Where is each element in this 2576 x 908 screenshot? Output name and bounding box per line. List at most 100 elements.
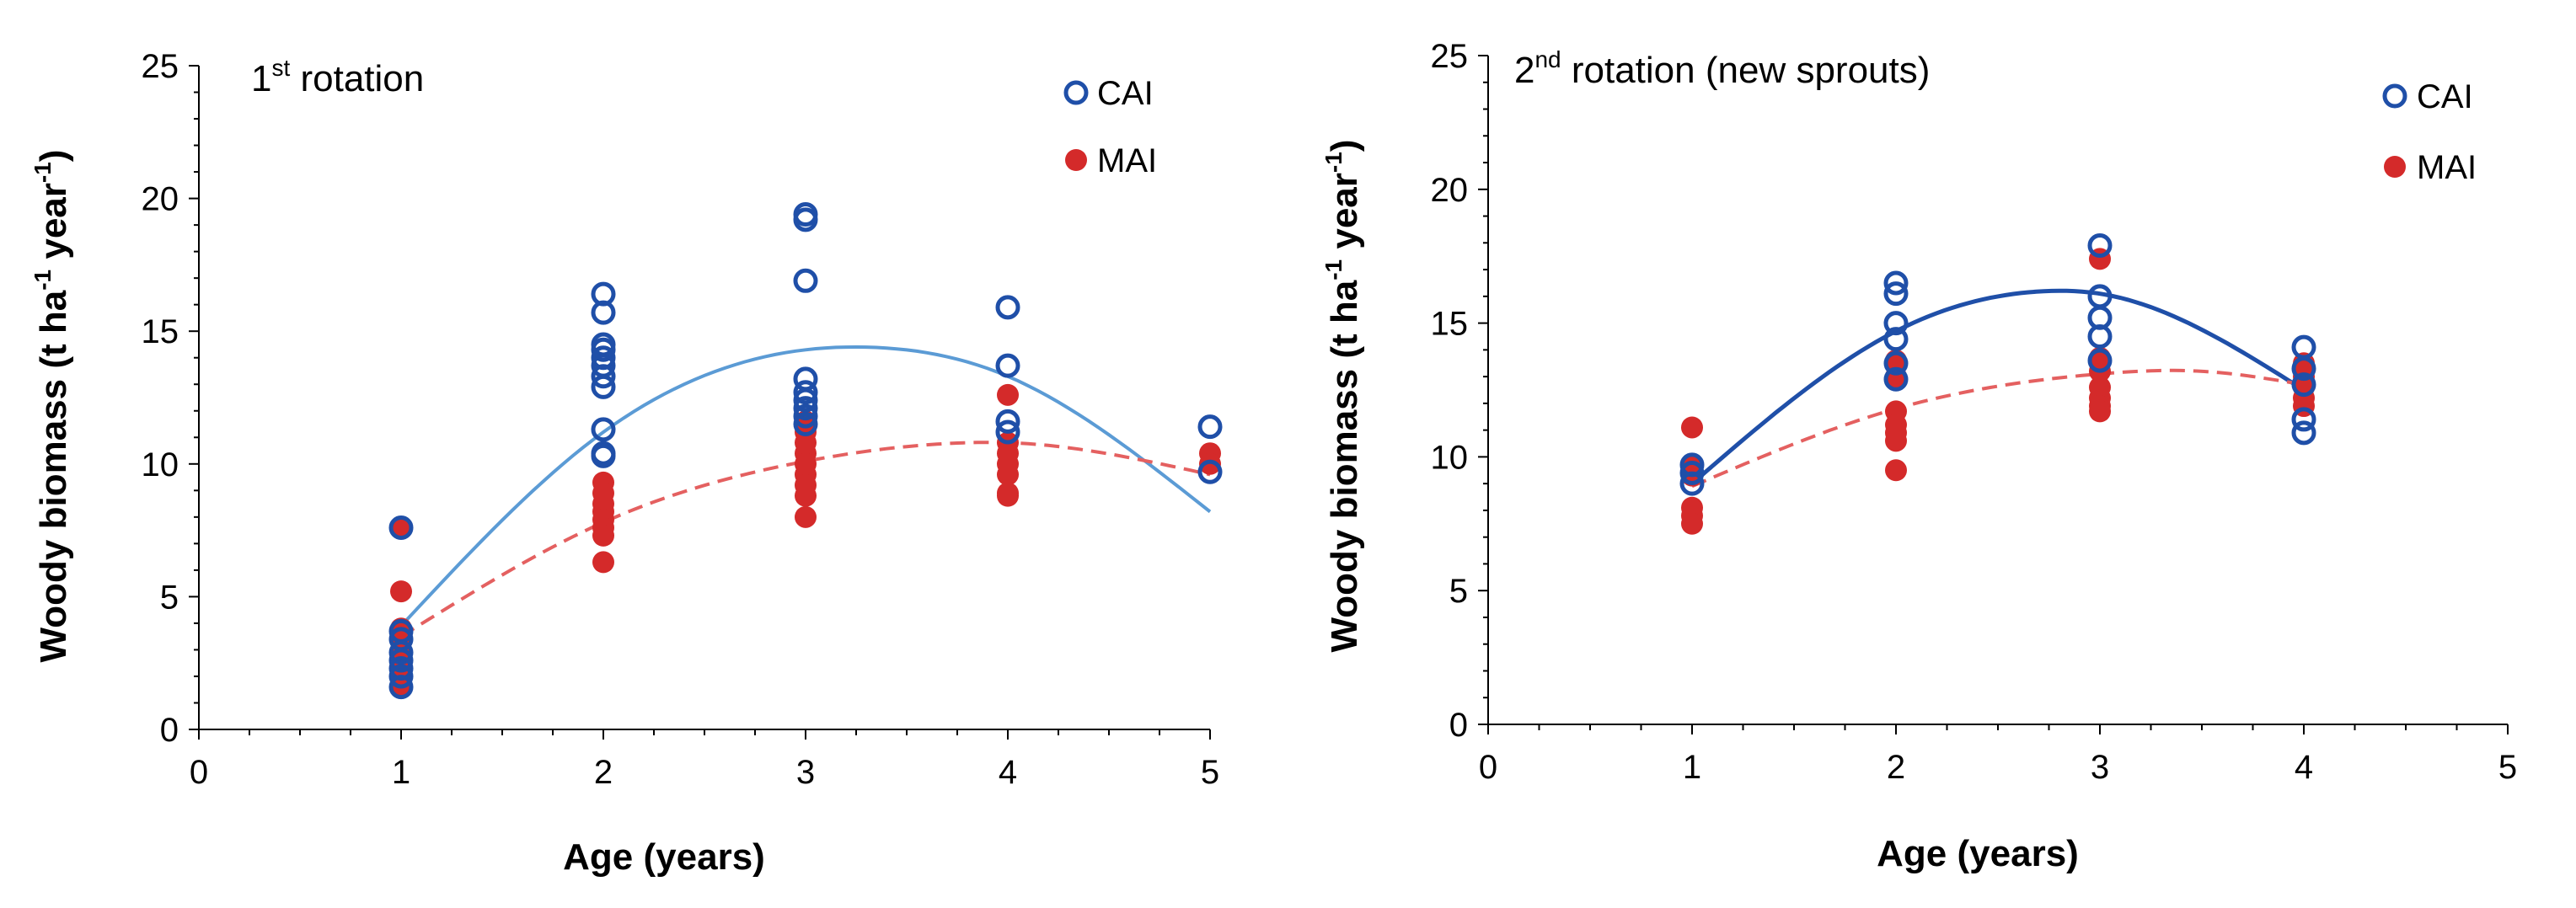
- left-y-axis-title: Woody biomass (t ha-1 year-1): [29, 150, 74, 663]
- left-cai-point: [388, 664, 414, 689]
- left-cai-point: [388, 675, 414, 700]
- left-cai-point: [591, 443, 616, 468]
- right-y-axis-title: Woody biomass (t ha-1 year-1): [1320, 140, 1365, 653]
- left-x-tick-label: 0: [190, 754, 208, 791]
- right-mai-point: [1885, 430, 1907, 452]
- left-mai-point: [592, 524, 614, 547]
- right-x-tick-label: 3: [2091, 749, 2109, 786]
- left-mai-point: [997, 383, 1019, 406]
- left-x-tick-label: 1: [392, 754, 410, 791]
- right-y-tick-label: 20: [1431, 172, 1469, 209]
- right-y-tick-label: 25: [1431, 38, 1469, 75]
- left-mai-point: [592, 551, 614, 574]
- left-axes: 0 5 10 15 20 25 0 1 2 3 4 5: [142, 48, 1220, 791]
- left-mai-fit-line: [399, 441, 1211, 638]
- right-cai-point: [2087, 232, 2113, 258]
- left-cai-point: [793, 268, 818, 293]
- left-cai-point: [793, 207, 818, 232]
- left-cai-point: [995, 409, 1020, 434]
- right-cai-point: [1883, 327, 1909, 352]
- right-cai-point: [2087, 323, 2113, 349]
- right-cai-point: [2291, 420, 2316, 446]
- right-cai-point: [2291, 372, 2316, 398]
- right-y-tick-label: 10: [1431, 439, 1469, 476]
- left-y-tick-label: 15: [142, 313, 179, 350]
- left-x-tick-label: 4: [999, 754, 1017, 791]
- left-mai-point: [997, 463, 1019, 486]
- right-legend: CAI MAI: [2382, 78, 2477, 186]
- left-chart-panel: 1st rotation Woody biomass (t ha-1 year-…: [29, 48, 1223, 878]
- right-x-tick-label: 5: [2498, 749, 2517, 786]
- right-cai-point: [1883, 350, 1909, 376]
- right-legend-mai-marker: [2384, 156, 2406, 178]
- left-cai-point: [388, 648, 414, 673]
- left-cai-point: [793, 412, 818, 437]
- left-cai-point: [793, 403, 818, 429]
- right-cai-point: [1883, 281, 1909, 307]
- right-cai-fit-line: [1690, 288, 2306, 486]
- left-legend-cai-label: CAI: [1097, 75, 1154, 112]
- right-x-axis-title: Age (years): [1877, 833, 2079, 874]
- left-y-tick-label: 5: [160, 579, 179, 616]
- right-legend-cai-label: CAI: [2417, 78, 2473, 115]
- left-legend-cai-marker: [1063, 80, 1089, 105]
- left-cai-point: [995, 419, 1020, 445]
- left-x-tick-label: 3: [796, 754, 815, 791]
- right-cai-point: [1883, 270, 1909, 296]
- right-data-points: [1679, 232, 2316, 535]
- left-mai-point: [390, 516, 412, 539]
- left-mai-point: [390, 580, 412, 603]
- left-cai-point: [793, 396, 818, 421]
- right-y-tick-label: 0: [1449, 707, 1468, 744]
- left-cai-point: [1197, 414, 1223, 440]
- left-cai-point: [388, 515, 414, 540]
- right-mai-point: [1885, 459, 1907, 482]
- right-cai-point: [2291, 407, 2316, 432]
- right-cai-point: [2291, 356, 2316, 382]
- right-legend-mai-label: MAI: [2417, 149, 2477, 186]
- left-mai-point: [1199, 452, 1221, 475]
- right-legend-cai-marker: [2382, 83, 2407, 109]
- left-cai-point: [591, 300, 616, 325]
- left-cai-point: [793, 380, 818, 405]
- left-y-tick-label: 10: [142, 446, 179, 483]
- right-x-tick-label: 2: [1887, 749, 1905, 786]
- left-data-points: [388, 202, 1223, 700]
- left-cai-point: [995, 353, 1020, 378]
- left-legend-mai-marker: [1065, 149, 1087, 171]
- left-x-axis-title: Age (years): [563, 836, 765, 878]
- left-y-tick-label: 20: [142, 181, 179, 218]
- left-x-tick-label: 2: [594, 754, 613, 791]
- left-legend: CAI MAI: [1063, 75, 1157, 179]
- left-cai-point: [591, 374, 616, 399]
- right-x-tick-label: 0: [1479, 749, 1497, 786]
- left-x-tick-label: 5: [1201, 754, 1219, 791]
- left-cai-point: [591, 417, 616, 442]
- left-mai-point: [997, 484, 1019, 507]
- right-cai-point: [1883, 366, 1909, 392]
- right-x-tick-label: 4: [2295, 749, 2313, 786]
- right-mai-point: [1681, 512, 1703, 535]
- left-cai-point: [995, 295, 1020, 320]
- left-y-tick-label: 0: [160, 712, 179, 749]
- left-fit-lines: [399, 345, 1212, 638]
- right-fit-lines: [1690, 288, 2306, 489]
- right-cai-point: [1679, 460, 1705, 485]
- left-y-tick-label: 25: [142, 48, 179, 85]
- left-cai-point: [793, 387, 818, 413]
- left-cai-point: [591, 364, 616, 389]
- left-legend-mai-label: MAI: [1097, 142, 1157, 179]
- right-y-tick-label: 5: [1449, 573, 1468, 610]
- right-panel-title: 2nd rotation (new sprouts): [1514, 46, 1930, 91]
- left-mai-point: [795, 484, 817, 507]
- right-cai-point: [1883, 311, 1909, 336]
- right-chart-panel: 2nd rotation (new sprouts) Woody biomass…: [1320, 38, 2517, 874]
- right-cai-point: [2087, 348, 2113, 373]
- right-mai-fit-line: [1691, 368, 2305, 489]
- right-y-tick-label: 15: [1431, 306, 1469, 343]
- left-mai-point: [795, 505, 817, 528]
- right-mai-point: [2089, 400, 2111, 423]
- left-panel-title: 1st rotation: [251, 55, 424, 99]
- right-mai-point: [1681, 416, 1703, 439]
